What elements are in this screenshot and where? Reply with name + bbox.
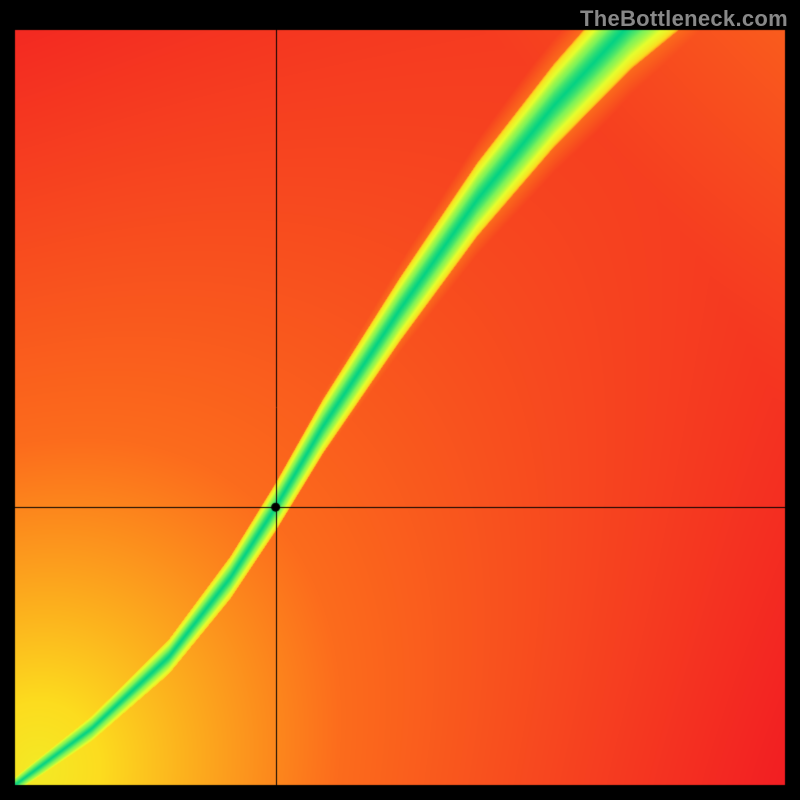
heatmap-canvas <box>0 0 800 800</box>
figure-root: TheBottleneck.com <box>0 0 800 800</box>
